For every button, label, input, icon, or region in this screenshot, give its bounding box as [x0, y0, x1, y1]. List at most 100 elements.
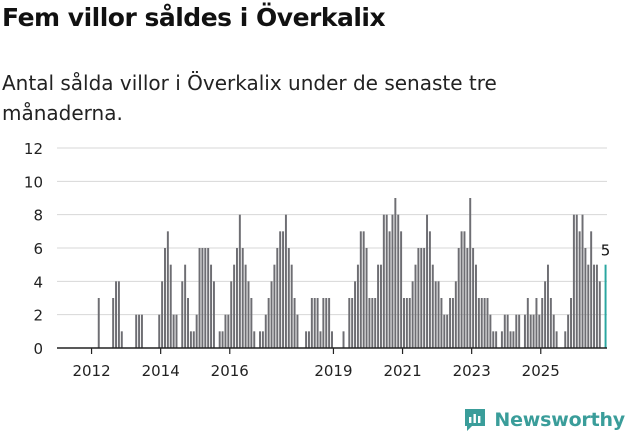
bar	[529, 314, 532, 348]
bar	[523, 314, 526, 348]
bar	[169, 264, 172, 348]
bar	[434, 281, 437, 348]
bar	[198, 248, 201, 348]
bar	[164, 248, 166, 348]
bar	[477, 298, 480, 348]
bar	[397, 214, 400, 348]
bar	[218, 331, 221, 348]
bar	[97, 298, 100, 348]
bar	[518, 314, 521, 348]
bar-highlight	[604, 264, 607, 348]
bar	[210, 264, 213, 348]
y-tick-label: 8	[33, 207, 43, 225]
bar	[230, 281, 233, 348]
bar	[549, 298, 552, 348]
bar	[247, 281, 250, 348]
bar	[544, 281, 547, 348]
bar	[555, 331, 558, 348]
bar	[595, 264, 598, 348]
bar	[319, 331, 322, 348]
bar	[227, 314, 230, 348]
bar	[581, 214, 584, 348]
bar	[212, 281, 215, 348]
bar	[546, 264, 549, 348]
bar	[287, 248, 290, 348]
bar	[284, 214, 287, 348]
bar	[348, 298, 351, 348]
bar	[463, 231, 466, 348]
chart-title: Fem villor såldes i Överkalix	[2, 3, 386, 32]
bar	[313, 298, 316, 348]
bar	[282, 231, 285, 348]
brand-name: Newsworthy	[494, 409, 625, 431]
bar	[532, 314, 535, 348]
bar	[276, 248, 279, 348]
bar	[495, 331, 498, 348]
bar	[365, 248, 368, 348]
x-tick-label: 2019	[314, 362, 352, 380]
bar	[423, 248, 426, 348]
bar	[503, 314, 506, 348]
bar	[290, 264, 293, 348]
bar	[115, 281, 118, 348]
bar	[457, 248, 460, 348]
bar	[207, 248, 210, 348]
bar	[359, 231, 362, 348]
bar	[472, 248, 475, 348]
bar	[362, 231, 365, 348]
bar	[241, 248, 244, 348]
bar	[293, 298, 296, 348]
bar	[506, 314, 509, 348]
bar	[221, 331, 224, 348]
y-tick-label: 4	[33, 273, 43, 291]
y-tick-label: 2	[33, 307, 43, 325]
y-tick-label: 0	[33, 340, 43, 358]
bar	[598, 281, 601, 348]
x-tick-label: 2025	[522, 362, 560, 380]
bar	[112, 298, 115, 348]
bar	[385, 214, 388, 348]
bar	[189, 331, 192, 348]
bar	[270, 281, 273, 348]
bar	[356, 264, 359, 348]
bar	[443, 314, 446, 348]
bar	[578, 231, 581, 348]
bar	[374, 298, 377, 348]
bar	[391, 214, 394, 348]
bar	[138, 314, 141, 348]
bar	[575, 214, 578, 348]
bar	[325, 298, 328, 348]
bar	[564, 331, 567, 348]
bar	[322, 298, 325, 348]
bar	[486, 298, 489, 348]
bar	[253, 331, 256, 348]
newsworthy-logo-icon	[465, 409, 486, 431]
bar	[238, 214, 241, 348]
bar	[420, 248, 423, 348]
bar	[572, 214, 575, 348]
bar	[460, 231, 463, 348]
bar	[261, 331, 264, 348]
bar	[512, 331, 515, 348]
bar	[296, 314, 299, 348]
bar	[273, 264, 276, 348]
bar	[259, 331, 261, 348]
bar	[371, 298, 374, 348]
bar	[538, 314, 541, 348]
bar	[187, 298, 189, 348]
bar	[590, 231, 593, 348]
bar	[305, 331, 308, 348]
bar	[400, 231, 403, 348]
bar	[451, 298, 454, 348]
bar	[307, 331, 310, 348]
bar	[328, 298, 331, 348]
bar	[567, 314, 570, 348]
bar	[584, 248, 587, 348]
last-value-label: 5	[601, 242, 611, 260]
bar	[264, 314, 267, 348]
bar	[570, 298, 572, 348]
bar	[331, 331, 333, 348]
bar	[483, 298, 486, 348]
bar	[449, 298, 452, 348]
